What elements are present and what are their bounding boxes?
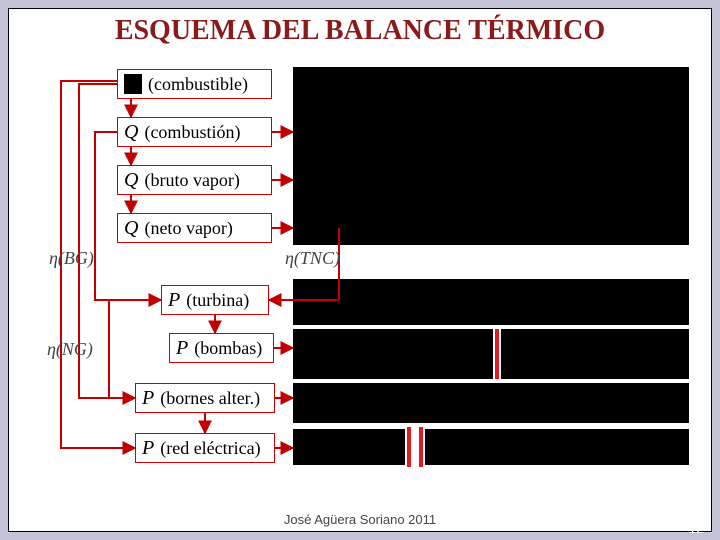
node-label: (red eléctrica) (160, 438, 260, 459)
node-label: (combustible) (148, 74, 248, 95)
red-divider (419, 427, 423, 467)
node-label: (turbina) (186, 290, 249, 311)
flow-node-n1: Q (combustión) (117, 117, 272, 147)
redacted-block (293, 429, 405, 465)
node-symbol: Q (124, 217, 138, 240)
flow-node-n2: Q (bruto vapor) (117, 165, 272, 195)
node-label: (combustión) (144, 122, 240, 143)
flow-node-n6: P (bornes alter.) (135, 383, 275, 413)
eta-label: η(TNC) (285, 248, 340, 269)
red-divider (407, 427, 411, 467)
flow-node-n7: P (red eléctrica) (135, 433, 275, 463)
node-label: (bornes alter.) (160, 388, 260, 409)
redacted-block (293, 67, 689, 245)
node-label: (bruto vapor) (144, 170, 239, 191)
flow-node-n5: P (bombas) (169, 333, 274, 363)
node-label: (bombas) (194, 338, 262, 359)
flow-node-n3: Q (neto vapor) (117, 213, 272, 243)
flow-node-n4: P (turbina) (161, 285, 269, 315)
diagram-title: ESQUEMA DEL BALANCE TÉRMICO (9, 15, 711, 47)
redacted-block (293, 329, 493, 379)
node-symbol (124, 74, 142, 94)
page-number: 12 (688, 520, 704, 536)
redacted-block (293, 279, 689, 325)
eta-label: η(NG) (47, 339, 93, 360)
red-divider (495, 329, 499, 379)
node-symbol: Q (124, 169, 138, 192)
node-symbol: P (142, 437, 154, 460)
redacted-block (425, 429, 689, 465)
node-symbol: P (176, 337, 188, 360)
node-symbol: P (168, 289, 180, 312)
eta-label: η(BG) (49, 248, 94, 269)
node-symbol: P (142, 387, 154, 410)
redacted-block (293, 383, 689, 423)
node-label: (neto vapor) (144, 218, 232, 239)
redacted-block (501, 329, 689, 379)
node-symbol: Q (124, 121, 138, 144)
flow-node-n0: (combustible) (117, 69, 272, 99)
footer-credit: José Agüera Soriano 2011 (9, 512, 711, 527)
slide-frame: ESQUEMA DEL BALANCE TÉRMICO (8, 8, 712, 532)
